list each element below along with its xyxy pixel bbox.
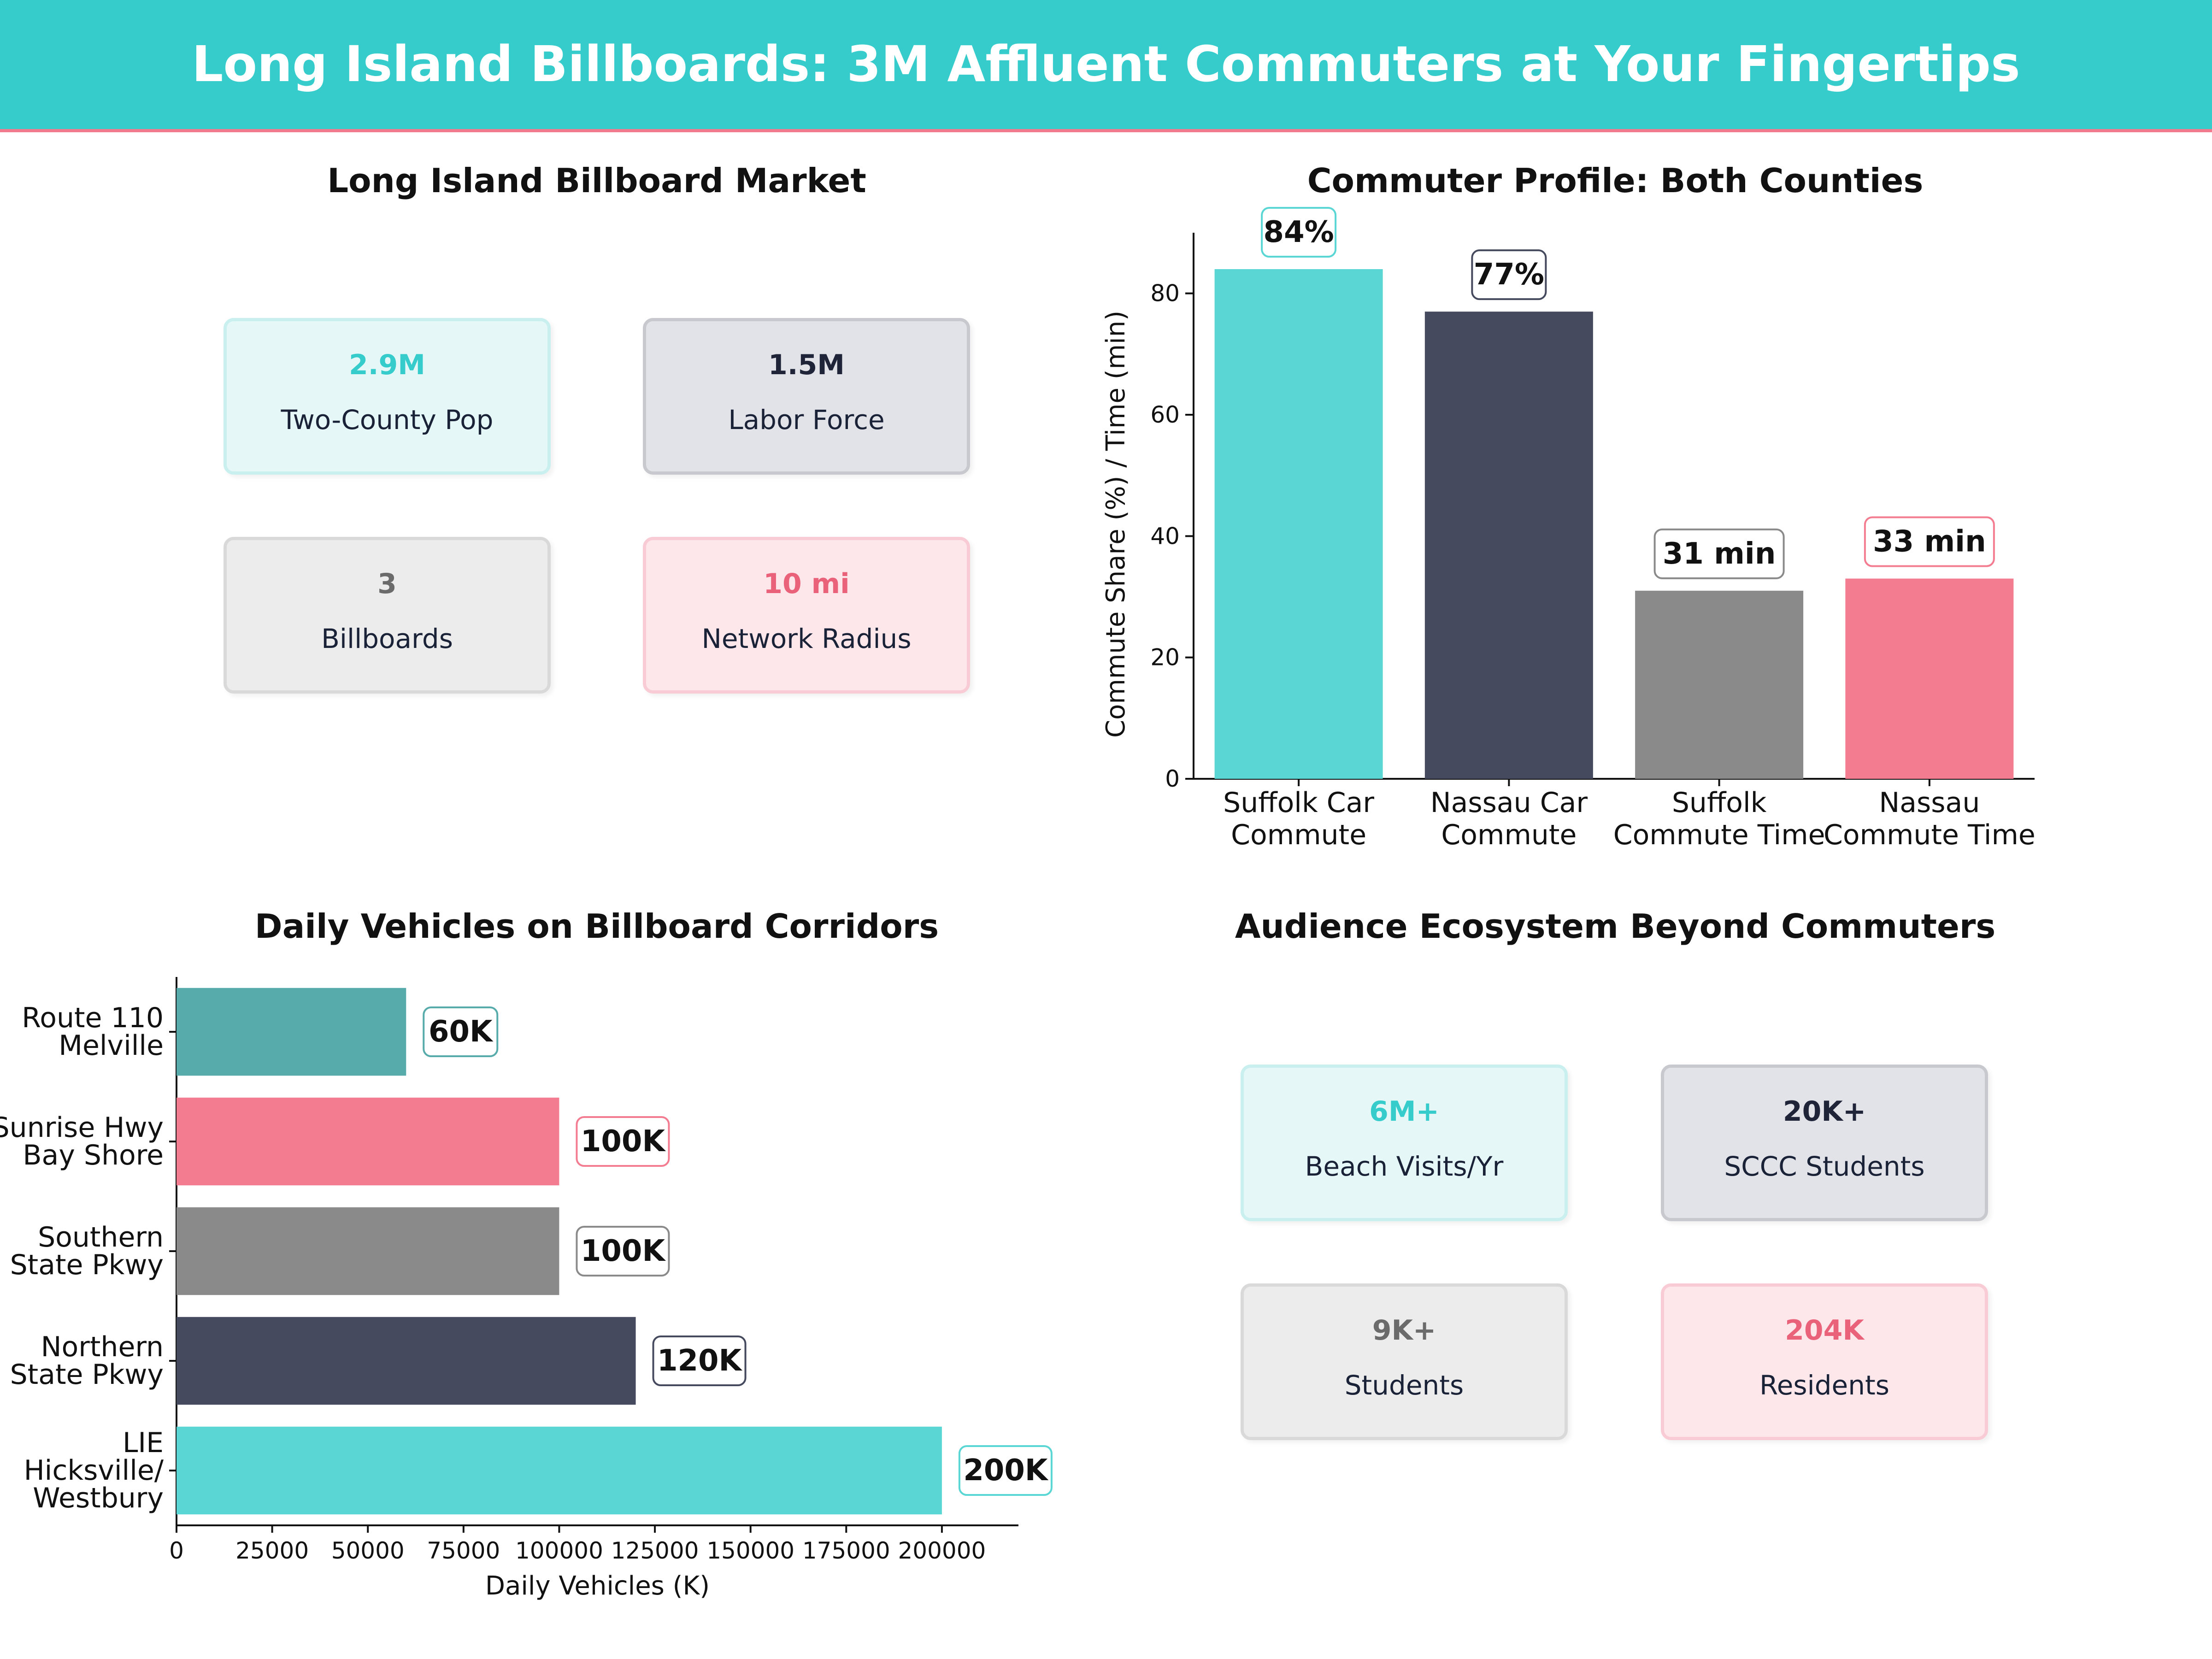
data-label: 31 min (1653, 528, 1785, 579)
bar (176, 1317, 636, 1405)
bar (1845, 578, 2014, 779)
svg-text:100K: 100K (581, 1234, 666, 1268)
ecosystem-card: 6M+ Beach Visits/Yr (1241, 1065, 1568, 1221)
bar (176, 988, 406, 1076)
page-title: Long Island Billboards: 3M Affluent Comm… (192, 36, 2020, 93)
x-tick-label: 25000 (235, 1537, 309, 1564)
bar (1214, 269, 1383, 779)
data-label: 60K (423, 1006, 499, 1057)
svg-text:60K: 60K (429, 1015, 494, 1049)
y-tick-label: 0 (1165, 765, 1180, 792)
ecosystem-panel-title: Audience Ecosystem Beyond Commuters (1235, 907, 1996, 946)
stat-label: SCCC Students (1724, 1151, 1925, 1182)
y-tick-label: Northern State Pkwy (10, 1331, 164, 1391)
stat-label: Students (1344, 1370, 1464, 1401)
stat-value: 1.5M (768, 349, 845, 381)
x-tick-label: Suffolk Commute Time (1613, 787, 1825, 851)
data-label: 84% (1261, 207, 1337, 258)
ecosystem-card: 20K+ SCCC Students (1661, 1065, 1988, 1221)
y-axis-label: Commute Share (%) / Time (min) (1101, 311, 1131, 738)
x-tick-label: 0 (169, 1537, 184, 1564)
stat-label: Two-County Pop (281, 404, 494, 435)
data-label: 120K (652, 1335, 747, 1386)
data-label: 77% (1471, 249, 1547, 300)
x-tick-label: 150000 (706, 1537, 794, 1564)
svg-text:100K: 100K (581, 1124, 666, 1159)
stat-value: 9K+ (1372, 1314, 1436, 1347)
x-tick-label: 200000 (898, 1537, 986, 1564)
market-panel-title: Long Island Billboard Market (327, 161, 866, 200)
stat-label: Labor Force (728, 404, 885, 435)
y-tick-label: 60 (1150, 401, 1180, 428)
x-tick-label: 175000 (802, 1537, 890, 1564)
bar (176, 1207, 559, 1295)
svg-text:120K: 120K (657, 1344, 743, 1378)
stat-value: 20K+ (1783, 1095, 1866, 1128)
ecosystem-card: 9K+ Students (1241, 1283, 1568, 1440)
svg-text:31 min: 31 min (1663, 537, 1776, 571)
data-label: 200K (958, 1445, 1053, 1496)
stat-value: 204K (1785, 1314, 1864, 1347)
stat-value: 10 mi (763, 568, 850, 600)
x-tick-label: 100000 (515, 1537, 603, 1564)
y-tick-label: LIE Hicksville/Westbury (24, 1427, 164, 1514)
stat-label: Network Radius (701, 623, 912, 654)
y-tick-label: 20 (1150, 644, 1180, 671)
x-tick-label: Nassau Car Commute (1430, 787, 1588, 851)
y-tick-label: Sunrise Hwy Bay Shore (0, 1112, 164, 1171)
data-label: 100K (576, 1116, 670, 1167)
svg-text:84%: 84% (1264, 215, 1334, 249)
stat-label: Residents (1759, 1370, 1889, 1401)
market-card: 3 Billboards (224, 537, 551, 694)
corridor-chart-title: Daily Vehicles on Billboard Corridors (254, 907, 939, 946)
y-tick-label: Southern State Pkwy (10, 1221, 164, 1281)
data-label: 100K (576, 1226, 670, 1277)
market-card: 10 mi Network Radius (643, 537, 970, 694)
stat-label: Billboards (321, 623, 453, 654)
stat-label: Beach Visits/Yr (1305, 1151, 1504, 1182)
commuter-chart-title: Commuter Profile: Both Counties (1307, 161, 1924, 200)
market-card: 2.9M Two-County Pop (224, 318, 551, 475)
x-tick-label: Suffolk Car Commute (1223, 787, 1374, 851)
x-tick-label: 125000 (611, 1537, 699, 1564)
ecosystem-card: 204K Residents (1661, 1283, 1988, 1440)
x-tick-label: 75000 (427, 1537, 500, 1564)
svg-text:200K: 200K (963, 1453, 1049, 1488)
bar (176, 1426, 942, 1515)
bar (176, 1097, 559, 1186)
market-card: 1.5M Labor Force (643, 318, 970, 475)
svg-text:77%: 77% (1474, 258, 1544, 292)
bar (1424, 312, 1593, 779)
bar (1635, 590, 1804, 779)
y-tick-label: 40 (1150, 523, 1180, 549)
header-banner: Long Island Billboards: 3M Affluent Comm… (0, 0, 2212, 132)
stat-value: 2.9M (349, 349, 425, 381)
stat-value: 6M+ (1369, 1095, 1439, 1128)
x-tick-label: 50000 (331, 1537, 405, 1564)
data-label: 33 min (1864, 516, 1995, 567)
y-tick-label: Route 110 Melville (22, 1002, 164, 1062)
stat-value: 3 (377, 568, 397, 600)
x-axis-label: Daily Vehicles (K) (485, 1571, 710, 1601)
svg-text:33 min: 33 min (1873, 525, 1986, 559)
x-tick-label: Nassau Commute Time (1824, 787, 2036, 851)
y-tick-label: 80 (1150, 280, 1180, 307)
